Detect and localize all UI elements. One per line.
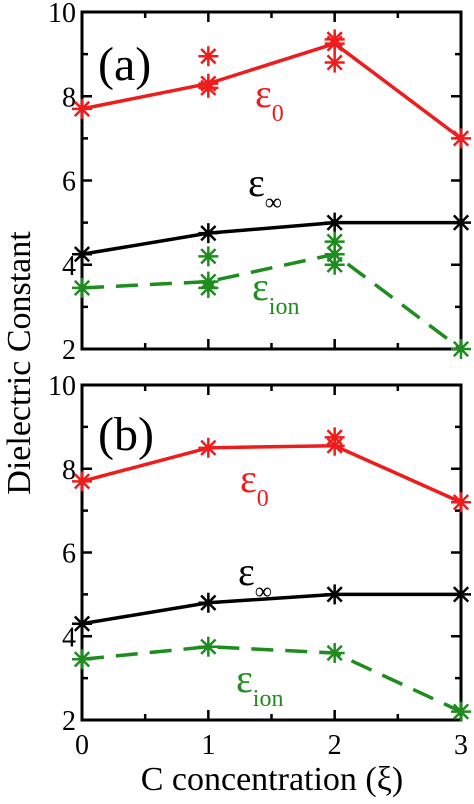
extra-point-epsion xyxy=(324,231,345,252)
panel-label: (b) xyxy=(98,408,154,461)
data-point-epsinf xyxy=(72,613,92,634)
data-point-eps0 xyxy=(72,471,92,492)
series-label-epsion: εion xyxy=(236,656,283,712)
series-label-epsion: εion xyxy=(252,264,299,320)
series-line-epsinf xyxy=(81,220,461,256)
panel-a: 2 4 6 8 10 (a) ε0 ε∞ εion xyxy=(48,0,471,366)
data-point-epsion xyxy=(198,636,219,657)
extra-point-eps0 xyxy=(324,29,345,50)
extra-point-epsion xyxy=(324,254,345,275)
y-tick-label: 4 xyxy=(62,622,76,653)
panel-label: (a) xyxy=(98,38,151,91)
x-axis-title: C concentration (ξ) xyxy=(141,761,404,798)
x-tick-label: 1 xyxy=(201,730,215,761)
series-epsion: εion xyxy=(72,231,471,359)
series-label-eps0: ε0 xyxy=(240,456,269,512)
y-tick-label: 8 xyxy=(62,455,76,486)
series-eps0: ε0 xyxy=(72,29,471,149)
series-line-eps0 xyxy=(81,443,462,504)
data-point-epsion xyxy=(451,339,471,359)
series-label-epsinf: ε∞ xyxy=(238,549,272,605)
data-point-eps0 xyxy=(451,128,471,149)
data-point-epsinf xyxy=(451,584,471,605)
data-point-epsion xyxy=(72,649,92,670)
series-line-epsinf xyxy=(81,592,461,626)
chart-panels: 2 4 6 8 10 (a) ε0 ε∞ εion 2 4 6 8 10 0 1 2 3 (b) ε0 ε∞ εion xyxy=(48,0,471,761)
y-tick-label: 2 xyxy=(62,335,76,366)
series-epsion: εion xyxy=(72,636,471,722)
y-tick-label: 6 xyxy=(62,167,76,198)
extra-point-eps0 xyxy=(198,46,219,67)
data-point-epsinf xyxy=(198,592,219,613)
x-tick-label: 3 xyxy=(454,730,468,761)
y-tick-label: 10 xyxy=(48,0,76,29)
extra-point-epsion xyxy=(198,277,219,298)
x-tick-label: 2 xyxy=(328,730,342,761)
series-epsinf: ε∞ xyxy=(72,549,471,634)
data-point-eps0 xyxy=(198,437,219,458)
data-point-epsinf xyxy=(324,584,345,605)
data-point-epsion xyxy=(72,277,92,298)
data-point-epsinf xyxy=(451,212,471,233)
series-epsinf: ε∞ xyxy=(72,160,471,265)
extra-point-epsion xyxy=(198,246,219,267)
series-line-epsion xyxy=(81,644,462,714)
y-axis-title: Dielectric Constant xyxy=(1,231,38,495)
x-tick-label: 0 xyxy=(75,730,89,761)
series-label-epsinf: ε∞ xyxy=(248,160,282,216)
extra-point-eps0 xyxy=(198,77,219,98)
extra-point-eps0 xyxy=(324,427,345,448)
series-label-eps0: ε0 xyxy=(255,71,284,127)
data-point-epsion xyxy=(324,643,345,663)
y-tick-label: 4 xyxy=(62,251,76,282)
data-point-eps0 xyxy=(451,492,471,513)
extra-point-eps0 xyxy=(324,52,345,73)
data-point-epsinf xyxy=(72,244,92,265)
y-tick-label: 10 xyxy=(48,371,76,402)
data-point-epsinf xyxy=(324,212,345,233)
series-line-epsion xyxy=(81,252,463,351)
series-line-eps0 xyxy=(81,41,463,140)
data-point-epsinf xyxy=(198,223,219,244)
series-eps0: ε0 xyxy=(72,427,471,513)
y-tick-label: 8 xyxy=(62,82,76,113)
data-point-eps0 xyxy=(72,98,92,119)
y-tick-label: 2 xyxy=(62,706,76,737)
panel-b: 2 4 6 8 10 0 1 2 3 (b) ε0 ε∞ εion xyxy=(48,371,471,761)
data-point-epsion xyxy=(451,701,471,722)
y-tick-label: 6 xyxy=(62,539,76,570)
